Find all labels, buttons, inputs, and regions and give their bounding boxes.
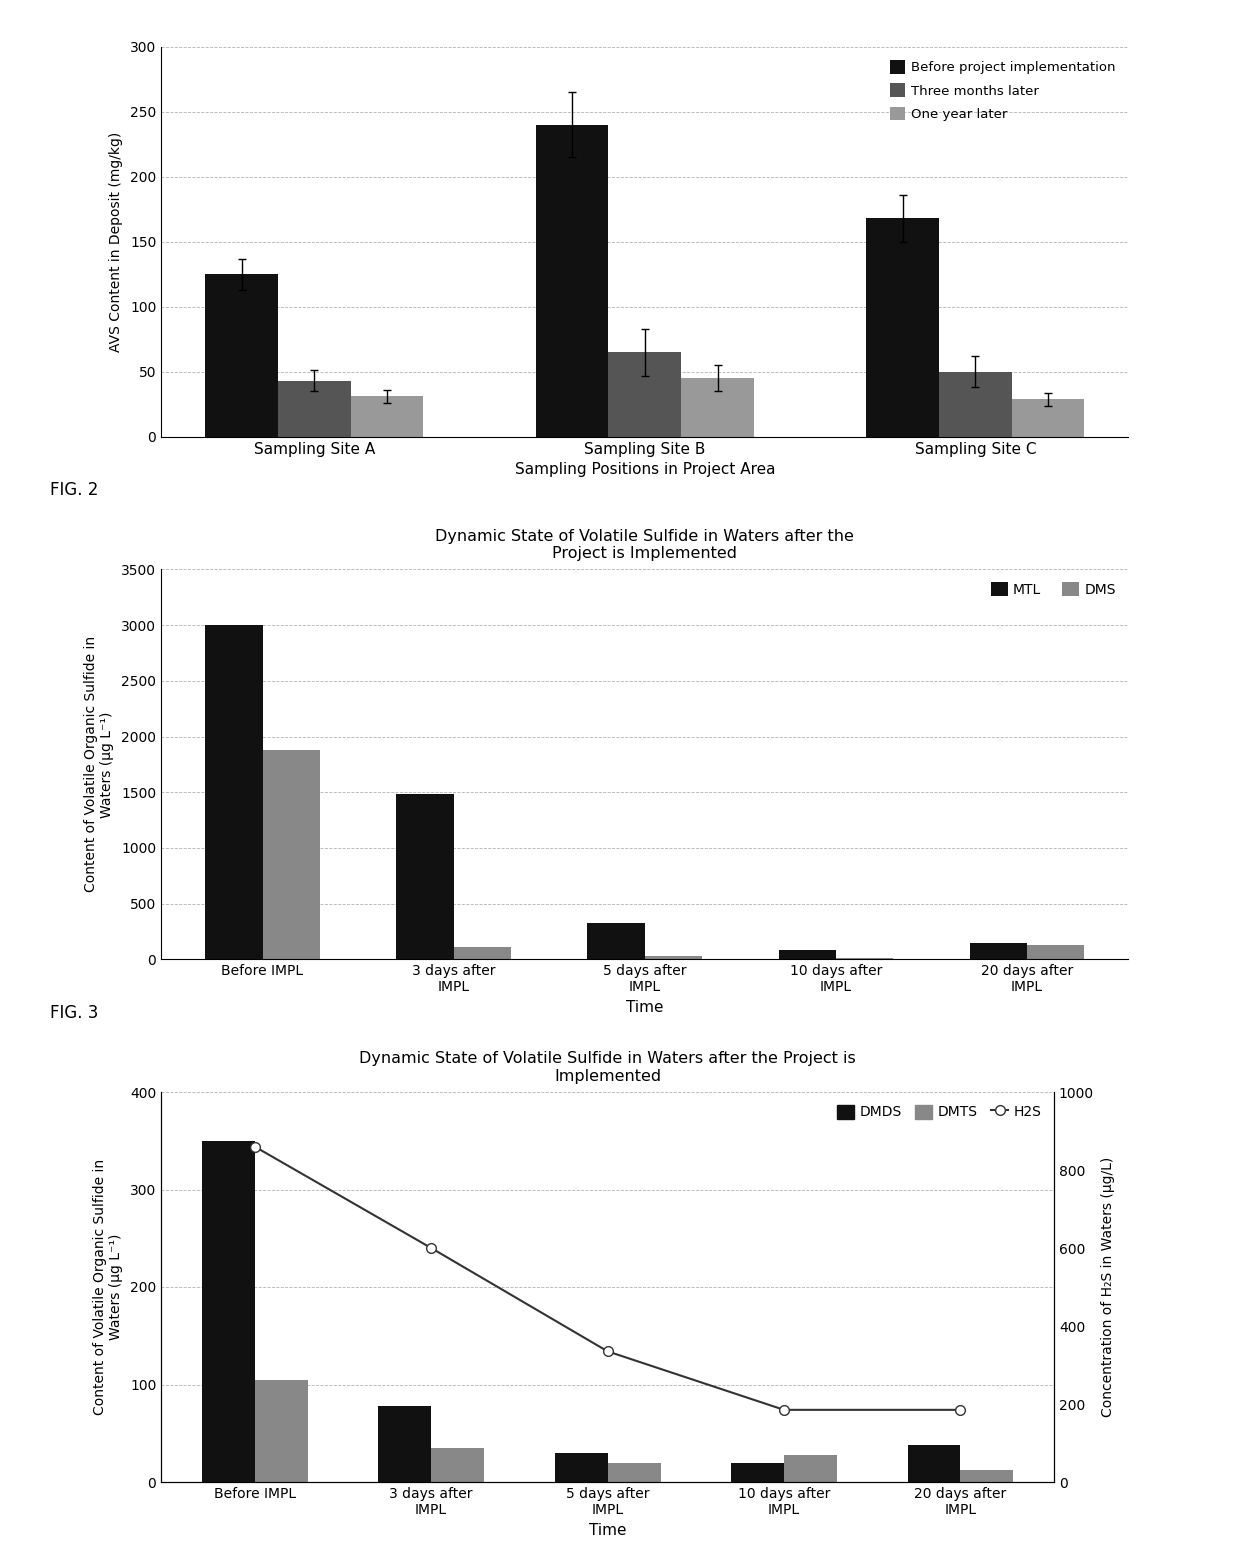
H2S — [776, 1401, 791, 1420]
Bar — [961, 1470, 1013, 1482]
Bar — [867, 218, 939, 437]
Text: FIG. 3: FIG. 3 — [50, 1003, 98, 1022]
H2S — [424, 1239, 439, 1257]
Bar — [608, 1463, 661, 1482]
Bar — [202, 1140, 254, 1482]
Title: Dynamic State of Volatile Sulfide in Waters after the
Project is Implemented: Dynamic State of Volatile Sulfide in Wat… — [435, 529, 854, 562]
Bar — [779, 950, 836, 959]
H2S — [954, 1401, 968, 1420]
Bar — [681, 378, 754, 437]
Legend: MTL, DMS: MTL, DMS — [986, 576, 1121, 602]
Y-axis label: AVS Content in Deposit (mg/kg): AVS Content in Deposit (mg/kg) — [109, 131, 123, 353]
X-axis label: Sampling Positions in Project Area: Sampling Positions in Project Area — [515, 462, 775, 477]
Y-axis label: Content of Volatile Organic Sulfide in
Waters (µg L⁻¹): Content of Volatile Organic Sulfide in W… — [84, 636, 114, 892]
H2S — [247, 1137, 262, 1156]
Line: H2S: H2S — [249, 1142, 966, 1415]
Bar — [454, 947, 511, 959]
Legend: DMDS, DMTS, H2S: DMDS, DMTS, H2S — [831, 1098, 1047, 1125]
Bar — [378, 1406, 432, 1482]
Bar — [397, 794, 454, 959]
Y-axis label: Concentration of H₂S in Waters (µg/L): Concentration of H₂S in Waters (µg/L) — [1101, 1158, 1115, 1416]
Bar — [432, 1448, 484, 1482]
Bar — [536, 125, 609, 437]
Bar — [908, 1445, 961, 1482]
Bar — [278, 381, 351, 437]
Bar — [609, 353, 681, 437]
Bar — [554, 1452, 608, 1482]
Bar — [205, 275, 278, 437]
Y-axis label: Content of Volatile Organic Sulfide in
Waters (µg L⁻¹): Content of Volatile Organic Sulfide in W… — [93, 1159, 123, 1415]
H2S — [600, 1342, 615, 1360]
Text: FIG. 2: FIG. 2 — [50, 480, 98, 499]
X-axis label: Time: Time — [626, 1000, 663, 1016]
Bar — [939, 371, 1012, 437]
Bar — [784, 1454, 837, 1482]
Bar — [1027, 945, 1085, 959]
Bar — [351, 396, 423, 437]
X-axis label: Time: Time — [589, 1523, 626, 1538]
Bar — [732, 1463, 784, 1482]
Bar — [254, 1379, 308, 1482]
Bar — [1012, 399, 1085, 437]
Bar — [205, 626, 263, 959]
Bar — [263, 750, 320, 959]
Bar — [645, 956, 702, 959]
Bar — [588, 922, 645, 959]
Title: Dynamic State of Volatile Sulfide in Waters after the Project is
Implemented: Dynamic State of Volatile Sulfide in Wat… — [360, 1051, 856, 1084]
Legend: Before project implementation, Three months later, One year later: Before project implementation, Three mon… — [883, 53, 1122, 128]
Bar — [970, 942, 1027, 959]
